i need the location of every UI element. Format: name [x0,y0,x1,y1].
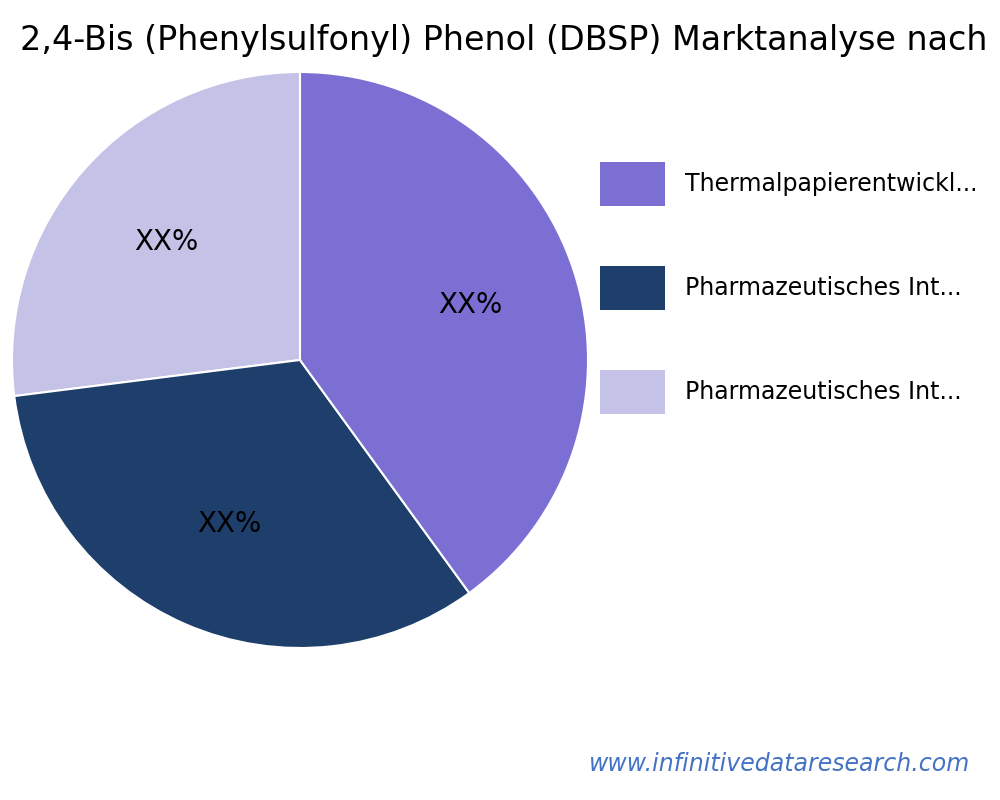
Wedge shape [12,72,300,396]
Wedge shape [14,360,469,648]
Text: XX%: XX% [438,291,502,319]
Text: Pharmazeutisches Int...: Pharmazeutisches Int... [685,380,962,404]
Text: Thermalpapierentwickl...: Thermalpapierentwickl... [685,172,978,196]
Wedge shape [300,72,588,593]
Text: XX%: XX% [197,510,261,538]
Text: www.infinitivedataresearch.com: www.infinitivedataresearch.com [589,752,970,776]
Text: 2,4-Bis (Phenylsulfonyl) Phenol (DBSP) Marktanalyse nach: 2,4-Bis (Phenylsulfonyl) Phenol (DBSP) M… [20,24,988,57]
Text: XX%: XX% [134,228,198,256]
Text: Pharmazeutisches Int...: Pharmazeutisches Int... [685,276,962,300]
